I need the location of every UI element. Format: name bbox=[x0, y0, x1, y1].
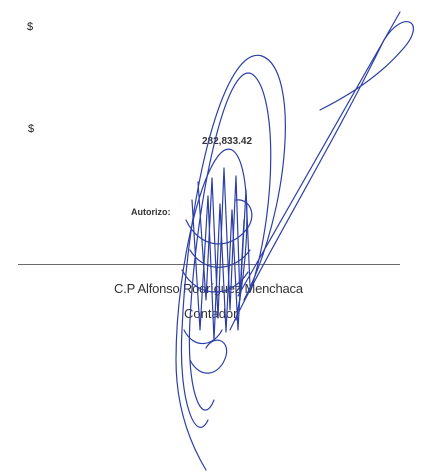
signer-role: Contador bbox=[184, 306, 238, 321]
currency-symbol-2: $ bbox=[28, 123, 35, 135]
authorized-label: Autorizo: bbox=[131, 207, 171, 217]
currency-symbol-1: $ bbox=[27, 21, 34, 33]
total-amount: 282,833.42 bbox=[202, 136, 253, 147]
signer-name: C.P Alfonso Rodríguez Menchaca bbox=[114, 281, 303, 296]
signature-line bbox=[18, 264, 400, 265]
